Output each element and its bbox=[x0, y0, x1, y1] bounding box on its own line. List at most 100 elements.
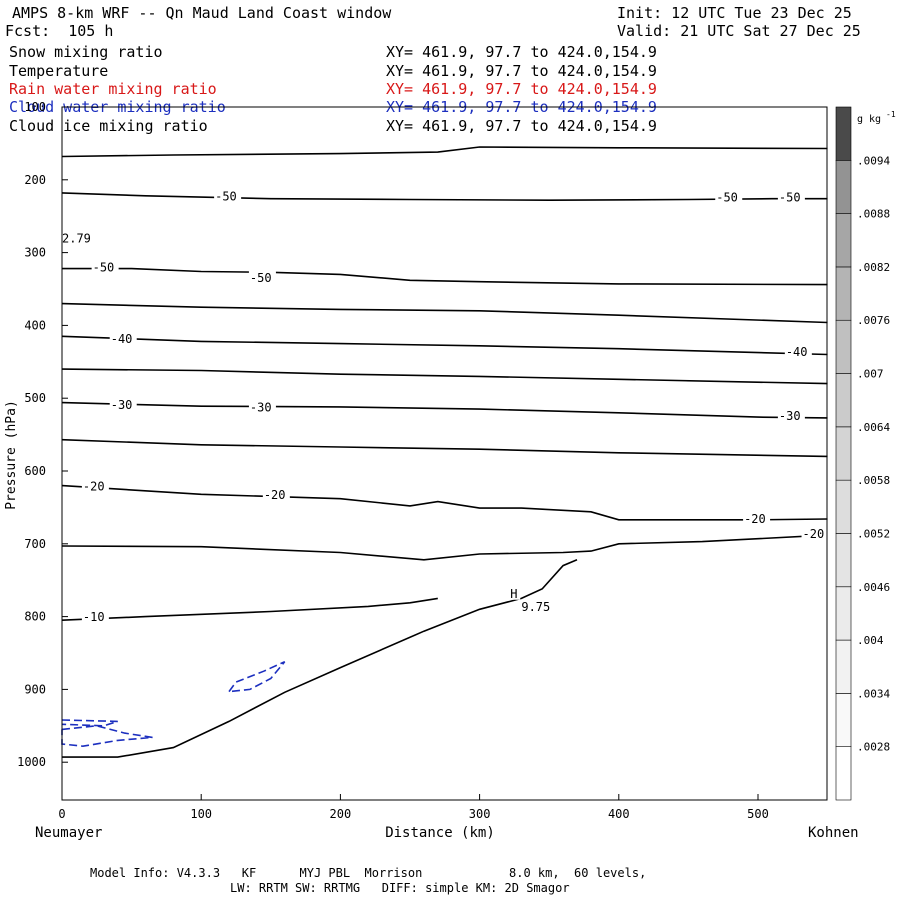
colorbar-swatch bbox=[835, 213, 852, 268]
x-tick-label: 100 bbox=[190, 807, 212, 821]
x-tick-label: 400 bbox=[608, 807, 630, 821]
temperature-contour bbox=[61, 484, 828, 521]
contour-label-bg bbox=[520, 599, 556, 613]
contour-label-bg bbox=[801, 527, 829, 541]
colorbar-swatch bbox=[835, 586, 852, 641]
cloud-water-contour bbox=[61, 719, 118, 727]
y-tick-label: 200 bbox=[24, 173, 46, 187]
contour-label-bg bbox=[61, 231, 96, 245]
contour-label: 2.79 bbox=[62, 231, 91, 245]
contour-label-bg bbox=[777, 190, 805, 204]
colorbar-label: .0094 bbox=[857, 154, 890, 167]
contour-label: -50 bbox=[250, 271, 272, 285]
cloud-water-contour bbox=[228, 660, 286, 693]
temperature-contour bbox=[61, 401, 828, 419]
colorbar-label: .0088 bbox=[857, 208, 890, 221]
contour-label-bg bbox=[81, 479, 109, 493]
legend-cloud-ice-xy: XY= 461.9, 97.7 to 424.0,154.9 bbox=[386, 117, 657, 135]
x-axis-label: Distance (km) bbox=[385, 825, 495, 841]
colorbar-label: .0034 bbox=[857, 687, 890, 700]
chart-title: AMPS 8-km WRF -- Qn Maud Land Coast wind… bbox=[12, 4, 392, 22]
colorbar-swatch bbox=[835, 106, 852, 161]
contour-label-bg bbox=[777, 409, 805, 423]
x-start-station: Neumayer bbox=[35, 825, 102, 841]
temperature-contour bbox=[61, 335, 828, 356]
contour-label: -20 bbox=[803, 527, 825, 541]
contour-layer bbox=[61, 146, 828, 758]
contour-label: H bbox=[510, 587, 517, 601]
contour-label-bg bbox=[784, 345, 812, 359]
temperature-contour bbox=[61, 438, 828, 458]
y-tick-label: 300 bbox=[24, 246, 46, 260]
contour-label: -50 bbox=[93, 261, 115, 275]
contour-label: -10 bbox=[83, 610, 105, 624]
contour-label-bg bbox=[743, 511, 771, 525]
axes: 0 100 200 300 400 500 100 200 300 400 500 600 700 800… bbox=[17, 100, 769, 821]
y-axis-label: Pressure (hPa) bbox=[4, 400, 19, 510]
y-tick-label: 600 bbox=[24, 464, 46, 478]
colorbar-swatch bbox=[835, 479, 852, 534]
contour-label-bg bbox=[248, 270, 276, 284]
colorbar-label: .004 bbox=[857, 634, 884, 647]
valid-time: Valid: 21 UTC Sat 27 Dec 25 bbox=[617, 22, 861, 40]
colorbar-label: .0058 bbox=[857, 474, 890, 487]
temperature-contour bbox=[61, 146, 828, 158]
init-time: Init: 12 UTC Tue 23 Dec 25 bbox=[617, 4, 852, 22]
temperature-contour bbox=[61, 192, 828, 202]
legend-snow-xy: XY= 461.9, 97.7 to 424.0,154.9 bbox=[386, 43, 657, 61]
contour-label: 9.75 bbox=[521, 600, 550, 614]
colorbar-swatch bbox=[835, 693, 852, 747]
contour-label: -30 bbox=[250, 400, 272, 414]
colorbar-swatch bbox=[835, 426, 852, 481]
legend-cloud-ice-name: Cloud ice mixing ratio bbox=[9, 117, 208, 135]
model-info-line2: LW: RRTM SW: RRTMG DIFF: simple KM: 2D S… bbox=[230, 881, 570, 895]
contour-label: -30 bbox=[779, 409, 801, 423]
colorbar-label: .0052 bbox=[857, 527, 890, 540]
x-tick-label: 300 bbox=[469, 807, 491, 821]
contour-label-bg bbox=[262, 487, 290, 501]
cloud-water-contour bbox=[61, 724, 153, 748]
colorbar-units: g kg bbox=[857, 114, 881, 125]
colorbar-label: .0076 bbox=[857, 314, 890, 327]
y-tick-label: 800 bbox=[24, 610, 46, 624]
contour-label: -30 bbox=[111, 398, 133, 412]
legend-rain-name: Rain water mixing ratio bbox=[9, 80, 217, 98]
colorbar: .0028 .0034 .004 .0046 .0052 .0058 .0064 .007 .0… bbox=[835, 106, 896, 801]
contour-label-bg bbox=[109, 398, 137, 412]
colorbar-label: .0046 bbox=[857, 581, 890, 594]
colorbar-units-exponent: -1 bbox=[886, 110, 896, 119]
contour-label: -20 bbox=[83, 480, 105, 494]
temperature-contour bbox=[61, 368, 828, 385]
y-tick-label: 900 bbox=[24, 682, 46, 696]
legend-rain-xy: XY= 461.9, 97.7 to 424.0,154.9 bbox=[386, 80, 657, 98]
colorbar-swatch bbox=[835, 160, 852, 214]
temperature-contour bbox=[61, 534, 828, 561]
y-tick-label: 1000 bbox=[17, 755, 46, 769]
contour-label: -50 bbox=[716, 191, 738, 205]
contour-label: -40 bbox=[786, 345, 808, 359]
contour-label-bg bbox=[248, 400, 276, 414]
contour-label-bg bbox=[81, 610, 109, 624]
colorbar-label: .0064 bbox=[857, 421, 890, 434]
colorbar-label: .0082 bbox=[857, 261, 890, 274]
legend-snow-name: Snow mixing ratio bbox=[9, 43, 163, 61]
legend-temperature-xy: XY= 461.9, 97.7 to 424.0,154.9 bbox=[386, 62, 657, 80]
temperature-contour bbox=[61, 597, 438, 621]
colorbar-swatch bbox=[835, 319, 852, 374]
forecast-hour: Fcst: 105 h bbox=[5, 22, 114, 40]
model-info-line1: Model Info: V4.3.3 KF MYJ PBL Morrison 8… bbox=[90, 866, 647, 880]
y-tick-label: 400 bbox=[24, 318, 46, 332]
colorbar-label: .007 bbox=[857, 368, 884, 381]
colorbar-swatch bbox=[835, 266, 852, 321]
legend-temperature-name: Temperature bbox=[9, 62, 109, 80]
colorbar-swatch bbox=[835, 533, 852, 588]
contour-label: -50 bbox=[779, 191, 801, 205]
contour-label: -50 bbox=[215, 189, 237, 203]
x-end-station: Kohnen bbox=[808, 825, 859, 841]
colorbar-label: .0028 bbox=[857, 741, 890, 754]
colorbar-swatch bbox=[835, 746, 852, 801]
contour-label-bg bbox=[109, 331, 137, 345]
contour-label-bg bbox=[214, 189, 242, 203]
x-tick-label: 500 bbox=[747, 807, 769, 821]
